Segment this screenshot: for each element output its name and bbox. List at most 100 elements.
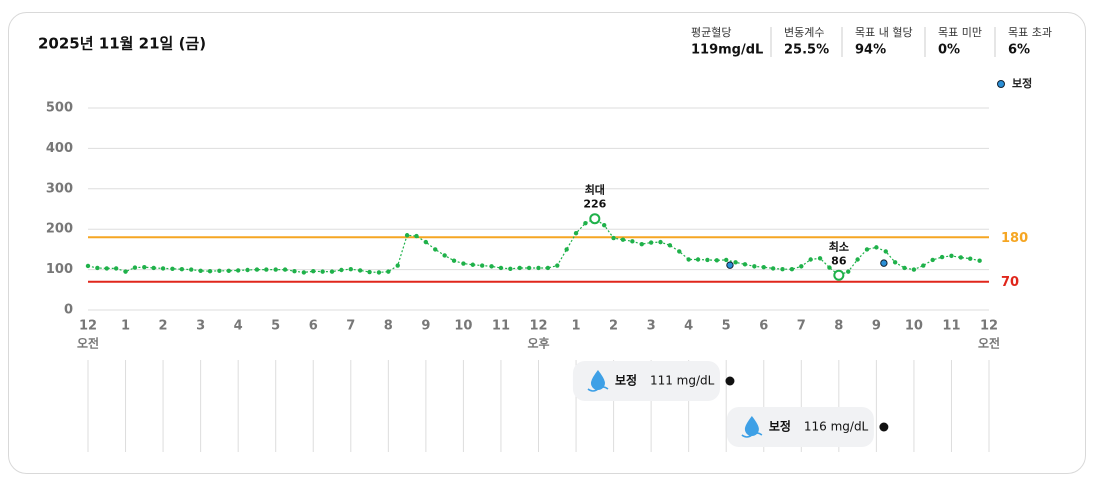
glucose-point <box>189 267 194 272</box>
glucose-point <box>404 233 410 238</box>
glucose-point <box>742 262 748 267</box>
x-period-label: 오전 <box>978 336 1000 351</box>
glucose-point <box>611 235 616 241</box>
y-tick-label: 400 <box>46 141 73 156</box>
x-tick-label: 2 <box>159 319 168 334</box>
x-tick-label: 7 <box>797 319 806 334</box>
glucose-point <box>489 264 494 269</box>
glucose-point <box>780 266 785 272</box>
calibration-point <box>726 261 734 269</box>
annotation-label: 최소 <box>829 239 849 253</box>
annotation-marker <box>833 269 845 281</box>
glucose-point <box>142 264 147 270</box>
glucose-point <box>733 260 738 265</box>
glucose-point <box>874 245 879 250</box>
x-tick-label: 5 <box>722 319 731 334</box>
card <box>8 12 1086 474</box>
glucose-point <box>789 266 795 272</box>
drop-icon <box>590 370 605 390</box>
glucose-point <box>301 270 307 275</box>
x-tick-label: 8 <box>834 319 843 334</box>
x-tick-label: 5 <box>271 319 280 334</box>
wave-icon <box>741 432 763 438</box>
x-tick-label: 3 <box>647 319 656 334</box>
stat-value: 0% <box>938 43 960 58</box>
glucose-point <box>958 255 964 260</box>
stat-label: 목표 내 혈당 <box>855 25 913 39</box>
glucose-point <box>235 268 241 273</box>
glucose-point <box>348 266 353 272</box>
stat-label: 변동계수 <box>784 26 824 39</box>
glucose-point <box>470 262 476 267</box>
glucose-point <box>451 258 457 263</box>
glucose-point <box>386 269 391 274</box>
glucose-point <box>264 267 269 272</box>
glucose-point <box>705 257 710 263</box>
glucose-point <box>123 269 128 274</box>
glucose-point <box>479 263 485 268</box>
glucose-point <box>254 267 260 272</box>
calibration-name: 보정 <box>769 419 791 434</box>
glucose-point <box>132 265 138 270</box>
glucose-point <box>339 267 344 273</box>
glucose-point <box>817 256 823 261</box>
glucose-point <box>282 267 288 272</box>
x-tick-label: 7 <box>346 319 355 334</box>
calibration-value: 116 mg/dL <box>804 420 869 434</box>
glucose-point <box>85 263 91 269</box>
glucose-point <box>357 268 363 273</box>
glucose-point <box>686 257 691 262</box>
annotation-label: 최대 <box>585 183 605 197</box>
calibration-point <box>880 259 888 267</box>
glucose-point <box>320 269 325 274</box>
stat-label: 목표 초과 <box>1008 26 1052 39</box>
glucose-point <box>921 263 926 268</box>
glucose-point <box>564 247 569 252</box>
glucose-point <box>799 264 804 269</box>
y-tick-label: 500 <box>46 101 73 116</box>
stat-value: 94% <box>855 43 886 58</box>
glucose-point <box>827 265 832 270</box>
glucose-point <box>911 267 917 272</box>
glucose-point <box>752 264 757 269</box>
glucose-point <box>648 240 654 245</box>
glucose-point <box>367 269 372 275</box>
glucose-point <box>273 267 278 272</box>
glucose-point <box>442 253 447 258</box>
glucose-point <box>808 257 813 262</box>
x-tick-label: 4 <box>234 319 243 334</box>
glucose-point <box>639 241 644 247</box>
calibration-card: 보정 116 mg/dL <box>726 407 874 447</box>
card-bg <box>572 361 720 401</box>
glucose-point <box>508 266 513 271</box>
glucose-point <box>855 257 860 262</box>
glucose-point <box>104 266 109 271</box>
glucose-point <box>217 268 222 274</box>
x-tick-label: 1 <box>121 319 130 334</box>
glucose-point <box>864 247 870 252</box>
annotation-value: 226 <box>583 198 606 211</box>
title: 2025년 11월 21일 (금) <box>38 35 206 53</box>
glucose-point <box>714 258 720 263</box>
x-tick-label: 1 <box>572 319 581 334</box>
glucose-point <box>292 269 297 274</box>
glucose-point <box>930 257 935 263</box>
legend-marker <box>997 80 1005 88</box>
target-label: 180 <box>1001 231 1028 246</box>
timeline-dot <box>725 376 735 386</box>
glucose-point <box>414 233 419 239</box>
glucose-point <box>376 270 382 275</box>
glucose-point <box>902 265 907 271</box>
glucose-point <box>939 254 945 260</box>
glucose-point <box>536 265 541 271</box>
glucose-point <box>620 237 626 242</box>
x-tick-label: 12 <box>79 319 97 334</box>
x-tick-label: 9 <box>421 319 430 334</box>
glucose-point <box>395 263 400 268</box>
glucose-point <box>517 265 522 271</box>
drop-icon <box>744 416 759 437</box>
annotation-marker <box>589 213 601 225</box>
glucose-point <box>695 257 701 262</box>
stat-label: 목표 미만 <box>938 26 982 39</box>
